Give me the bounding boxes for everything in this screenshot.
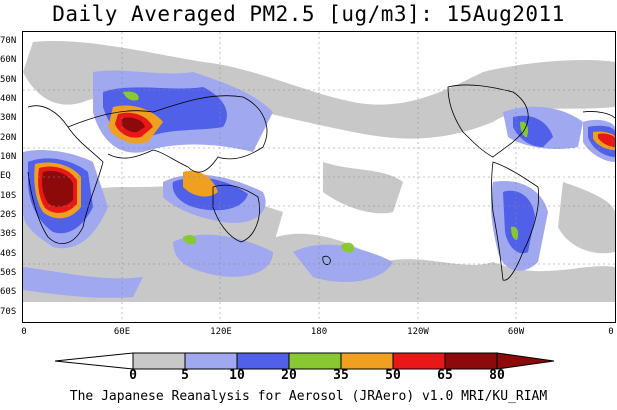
lon-label-60w: 60W xyxy=(507,327,525,337)
lat-label-70n: 70N xyxy=(0,36,17,46)
lat-label-20s: 20S xyxy=(0,210,17,220)
colorbar-label-80: 80 xyxy=(489,368,505,383)
lon-label-120w: 120W xyxy=(407,327,429,337)
map-title: Daily Averaged PM2.5 [ug/m3]: 15Aug2011 xyxy=(52,2,565,26)
pm25-map xyxy=(22,31,616,323)
lat-label-10n: 10N xyxy=(0,152,17,162)
colorbar-segment-3 xyxy=(236,352,290,370)
lon-label-0-right: 0 xyxy=(608,327,614,337)
colorbar-label-0: 0 xyxy=(129,368,137,383)
grid-lines xyxy=(23,32,615,322)
lat-label-20n: 20N xyxy=(0,133,17,143)
colorbar xyxy=(55,352,555,370)
lon-label-60e: 60E xyxy=(113,327,131,337)
gray-concentration-layer xyxy=(23,41,615,302)
coastlines xyxy=(27,84,615,281)
colorbar-segment-0 xyxy=(55,352,134,370)
colorbar-label-65: 65 xyxy=(437,368,453,383)
lon-label-180: 180 xyxy=(310,327,328,337)
colorbar-segment-1 xyxy=(132,352,186,370)
lon-label-0-left: 0 xyxy=(21,327,27,337)
colorbar-label-10: 10 xyxy=(229,368,245,383)
dark-red-concentration-layer xyxy=(42,117,145,207)
lat-label-30s: 30S xyxy=(0,229,17,239)
colorbar-segment-7 xyxy=(444,352,498,370)
colorbar-label-50: 50 xyxy=(385,368,401,383)
lat-label-10s: 10S xyxy=(0,191,17,201)
lat-label-40n: 40N xyxy=(0,94,17,104)
lat-label-60s: 60S xyxy=(0,287,17,297)
colorbar-label-5: 5 xyxy=(181,368,189,383)
lat-label-40s: 40S xyxy=(0,249,17,259)
footer-credit: The Japanese Reanalysis for Aerosol (JRA… xyxy=(69,389,548,404)
lat-label-70s: 70S xyxy=(0,307,17,317)
lat-label-50s: 50S xyxy=(0,268,17,278)
lat-label-60n: 60N xyxy=(0,55,17,65)
lat-label-50n: 50N xyxy=(0,75,17,85)
colorbar-segment-6 xyxy=(392,352,446,370)
colorbar-segment-8 xyxy=(496,352,555,370)
colorbar-label-20: 20 xyxy=(281,368,297,383)
lat-label-30n: 30N xyxy=(0,113,17,123)
colorbar-label-35: 35 xyxy=(333,368,349,383)
colorbar-segment-2 xyxy=(184,352,238,370)
lat-label-eq: EQ xyxy=(0,171,11,181)
map-canvas xyxy=(23,32,615,322)
colorbar-segment-5 xyxy=(340,352,394,370)
colorbar-segment-4 xyxy=(288,352,342,370)
lon-label-120e: 120E xyxy=(210,327,232,337)
